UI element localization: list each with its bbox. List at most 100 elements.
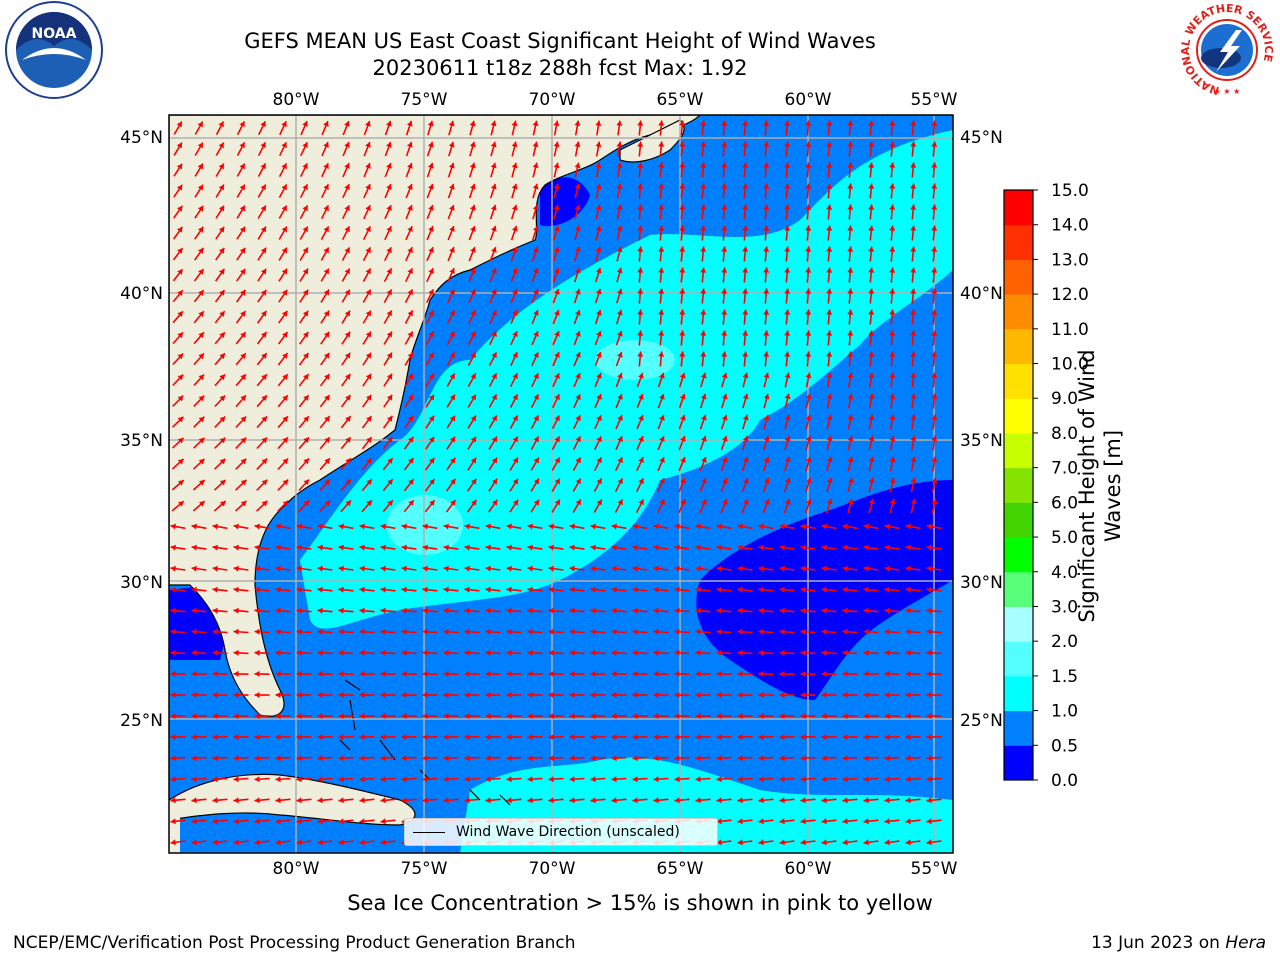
wave-arrow xyxy=(277,436,289,450)
wave-arrow xyxy=(863,523,879,530)
wave-arrow xyxy=(548,649,564,656)
wave-arrow xyxy=(590,565,606,572)
wave-arrow xyxy=(338,713,354,719)
wave-arrow xyxy=(212,670,228,677)
lat-tick-left-3: 35°N xyxy=(120,431,163,451)
wave-arrow xyxy=(485,607,501,614)
wave-arrow xyxy=(193,416,205,428)
wave-arrow xyxy=(889,435,896,451)
wave-arrow xyxy=(506,565,522,572)
wave-arrow xyxy=(443,797,459,804)
colorbar-segment xyxy=(1004,363,1033,399)
wave-arrow xyxy=(721,120,728,136)
wave-arrow xyxy=(300,120,308,136)
wave-arrow xyxy=(784,288,791,304)
wave-arrow xyxy=(656,498,666,514)
wave-arrow xyxy=(194,226,204,240)
wave-arrow xyxy=(193,352,205,366)
wave-arrow xyxy=(616,120,623,136)
wave-arrow xyxy=(763,435,770,451)
wave-arrow xyxy=(653,670,669,677)
wave-arrow xyxy=(632,628,648,635)
wave-arrow xyxy=(611,797,627,804)
wave-arrow xyxy=(317,818,333,825)
land-yucatan xyxy=(169,800,180,853)
wave-arrow xyxy=(926,670,942,677)
wave-arrow xyxy=(889,225,896,241)
wave-arrow xyxy=(679,351,686,367)
wave-arrow xyxy=(742,288,749,304)
wave-arrow xyxy=(172,289,184,303)
wave-arrow xyxy=(905,649,921,656)
colorbar-tick-label: 1.5 xyxy=(1051,667,1078,687)
wave-arrow xyxy=(468,309,476,325)
wave-arrow xyxy=(212,565,228,572)
wave-arrow xyxy=(509,478,519,492)
wave-arrow xyxy=(721,141,728,157)
wave-arrow xyxy=(910,183,917,199)
wave-arrow xyxy=(212,713,228,719)
wave-arrow xyxy=(699,393,707,409)
wave-arrow xyxy=(254,839,270,846)
wave-arrow xyxy=(275,523,291,530)
wave-arrow xyxy=(700,267,707,283)
wave-arrow xyxy=(296,649,312,656)
wave-arrow xyxy=(362,352,372,366)
wave-arrow xyxy=(737,607,753,614)
wave-arrow xyxy=(678,393,686,409)
wave-arrow xyxy=(821,818,837,825)
wave-arrow xyxy=(467,478,477,492)
wave-arrow xyxy=(926,755,942,762)
wave-arrow xyxy=(191,586,207,593)
wave-arrow xyxy=(737,586,753,593)
wave-arrow xyxy=(215,247,225,261)
wave-arrow xyxy=(172,331,184,345)
wave-arrow xyxy=(658,183,665,199)
wave-arrow xyxy=(425,352,435,366)
wave-arrow xyxy=(931,120,938,136)
wave-arrow xyxy=(173,205,183,219)
wave-arrow xyxy=(595,141,602,157)
wave-arrow xyxy=(233,523,249,530)
wave-arrow xyxy=(191,523,207,530)
wave-arrow xyxy=(826,330,833,346)
wave-arrow xyxy=(380,776,396,783)
wave-arrow xyxy=(700,330,707,346)
wave-arrow xyxy=(931,267,938,283)
wave-arrow xyxy=(338,649,354,656)
wave-arrow xyxy=(826,162,833,178)
wave-arrow xyxy=(868,393,875,409)
wave-arrow xyxy=(319,373,331,387)
wave-arrow xyxy=(742,351,749,367)
wave-arrow xyxy=(338,839,354,846)
wave-arrow xyxy=(257,205,267,219)
wave-arrow xyxy=(320,183,330,199)
wave-arrow xyxy=(468,225,476,241)
wave-arrow xyxy=(595,246,602,262)
wave-arrow xyxy=(863,818,879,825)
wave-arrow xyxy=(884,628,900,635)
wave-arrow xyxy=(805,456,812,472)
wave-arrow xyxy=(784,162,791,178)
wave-arrow xyxy=(170,544,186,551)
wave-arrow xyxy=(821,544,837,551)
wave-arrow xyxy=(212,734,228,741)
wave-arrow xyxy=(674,755,690,762)
wave-arrow xyxy=(191,839,207,846)
wave-arrow xyxy=(926,628,942,635)
wave-arrow xyxy=(275,692,291,698)
wave-arrow xyxy=(446,394,456,408)
wave-arrow xyxy=(721,225,728,241)
wave-arrow xyxy=(296,523,312,530)
wave-arrow xyxy=(847,141,854,157)
wave-arrow xyxy=(784,267,791,283)
wave-arrow xyxy=(317,544,333,551)
colorbar-segment xyxy=(1004,710,1033,746)
wave-arrow xyxy=(342,141,350,157)
wave-arrow xyxy=(611,544,627,551)
wave-arrow xyxy=(172,247,184,261)
wave-arrow xyxy=(448,120,455,136)
wave-arrow xyxy=(299,289,309,303)
wave-arrow xyxy=(590,628,606,635)
wave-arrow xyxy=(842,586,858,593)
